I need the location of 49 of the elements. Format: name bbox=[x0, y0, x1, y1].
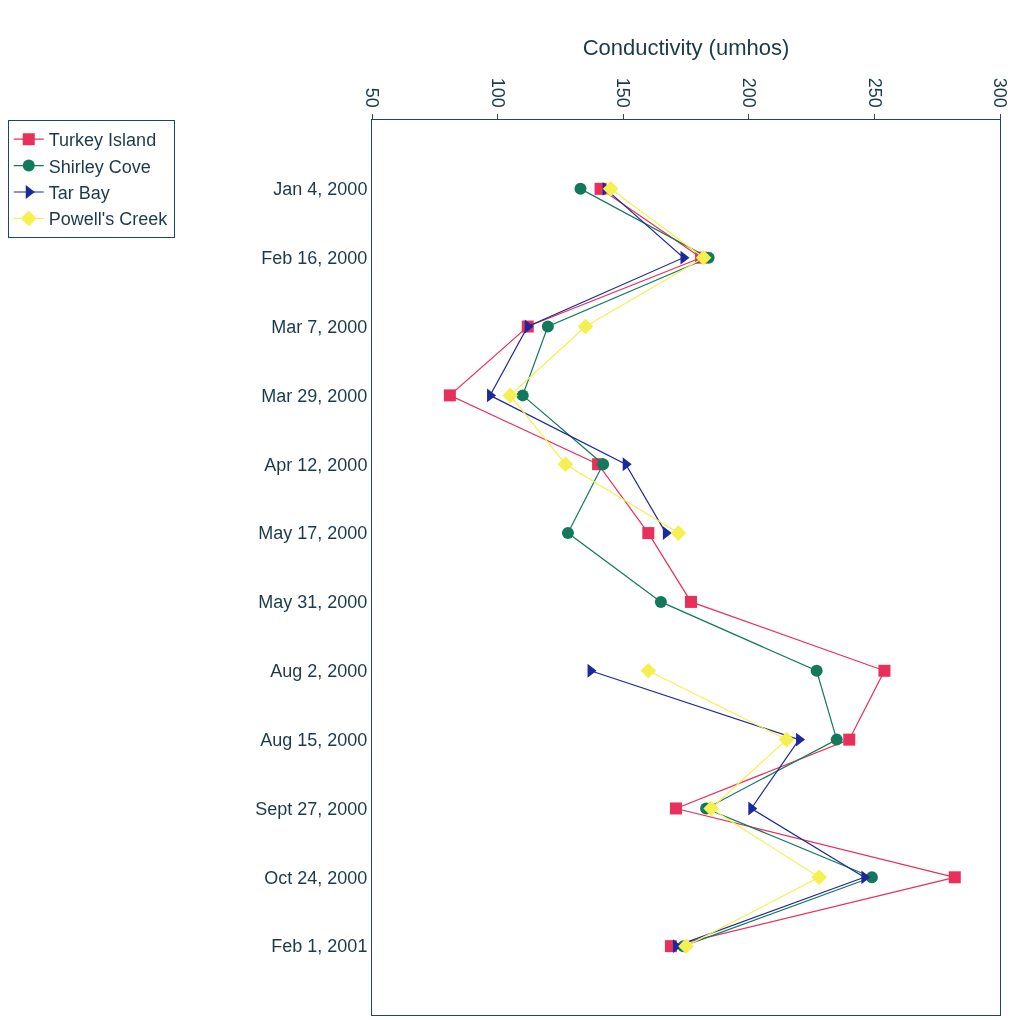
legend-label: Powell's Creek bbox=[48, 209, 169, 230]
y-tick-label: Apr 12, 2000 bbox=[264, 454, 368, 475]
y-tick-label: Feb 1, 2001 bbox=[271, 936, 368, 957]
x-tick-label: 50 bbox=[362, 87, 383, 108]
y-tick-label: May 31, 2000 bbox=[258, 592, 368, 613]
point bbox=[811, 869, 827, 886]
x-tick-label: 300 bbox=[990, 77, 1011, 108]
point bbox=[541, 320, 554, 333]
legend-label: Tar Bay bbox=[48, 183, 110, 204]
point bbox=[810, 664, 823, 677]
y-tick-label: Jan 4, 2000 bbox=[273, 179, 368, 200]
point bbox=[685, 595, 698, 608]
point bbox=[557, 456, 574, 473]
x-tick-label: 100 bbox=[487, 77, 508, 108]
legend-label: Shirley Cove bbox=[48, 156, 151, 177]
x-tick-label: 150 bbox=[613, 77, 634, 108]
point bbox=[830, 733, 843, 746]
point bbox=[577, 318, 594, 335]
point bbox=[602, 181, 619, 197]
point bbox=[703, 800, 719, 817]
y-tick-label: Mar 29, 2000 bbox=[261, 385, 368, 406]
legend-label: Turkey Island bbox=[48, 130, 157, 151]
point bbox=[561, 527, 574, 540]
point bbox=[948, 871, 961, 884]
point bbox=[574, 182, 587, 195]
y-tick-label: May 17, 2000 bbox=[258, 523, 368, 544]
point bbox=[502, 387, 518, 404]
point bbox=[654, 595, 667, 608]
point bbox=[597, 458, 610, 471]
point bbox=[443, 389, 456, 402]
y-tick-label: Aug 15, 2000 bbox=[260, 729, 368, 750]
x-tick-label: 200 bbox=[738, 77, 759, 108]
y-tick-label: Oct 24, 2000 bbox=[264, 867, 368, 888]
y-tick-label: Aug 2, 2000 bbox=[270, 661, 368, 682]
x-tick-label: 250 bbox=[864, 77, 885, 108]
point bbox=[695, 249, 712, 266]
point bbox=[878, 664, 891, 677]
point bbox=[678, 938, 694, 954]
point bbox=[642, 527, 655, 540]
point bbox=[670, 525, 687, 541]
point bbox=[778, 731, 795, 748]
point bbox=[516, 389, 529, 402]
y-tick-label: Feb 16, 2000 bbox=[261, 247, 368, 268]
point bbox=[640, 662, 657, 679]
point bbox=[843, 733, 856, 746]
point bbox=[669, 802, 682, 815]
x-axis-title: Conductivity (umhos) bbox=[582, 35, 790, 61]
y-tick-label: Mar 7, 2000 bbox=[271, 316, 368, 337]
y-tick-label: Sept 27, 2000 bbox=[255, 798, 368, 819]
